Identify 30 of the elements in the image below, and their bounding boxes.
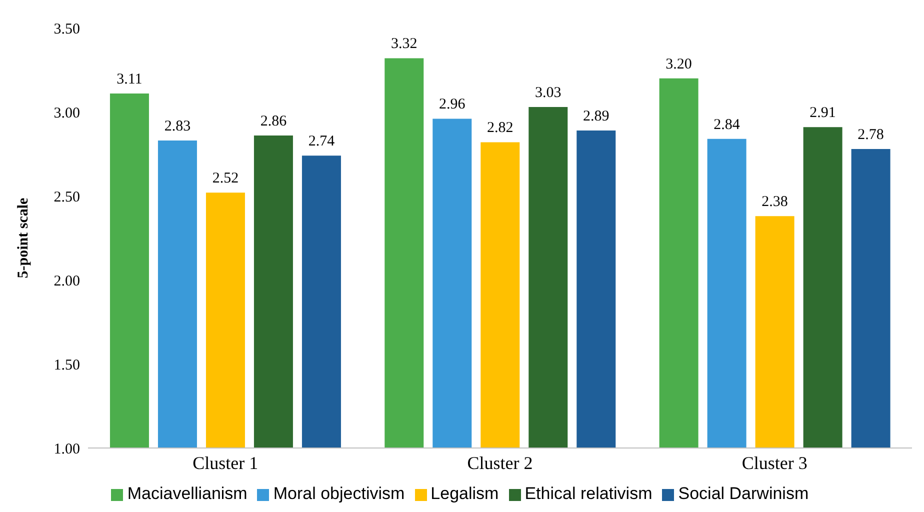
y-tick-label: 3.00 bbox=[54, 105, 80, 122]
data-label: 2.78 bbox=[858, 126, 884, 143]
data-label: 2.83 bbox=[164, 118, 191, 135]
data-label: 2.74 bbox=[308, 134, 336, 150]
x-tick-label: Cluster 2 bbox=[467, 452, 533, 473]
data-label: 2.84 bbox=[714, 116, 740, 133]
legend-label: Maciavellianism bbox=[127, 484, 248, 503]
y-tick-label: 2.00 bbox=[54, 273, 80, 290]
legend-label: Legalism bbox=[430, 484, 499, 503]
data-label: 2.86 bbox=[260, 114, 288, 130]
y-tick-label: 1.00 bbox=[54, 441, 80, 458]
data-label: 2.89 bbox=[583, 108, 610, 124]
data-label: 2.96 bbox=[439, 96, 466, 113]
data-label: 2.52 bbox=[212, 170, 239, 187]
y-axis-title: 5-point scale bbox=[15, 197, 32, 278]
data-label: 3.32 bbox=[391, 36, 418, 52]
data-label: 2.38 bbox=[762, 194, 788, 210]
data-label: 2.82 bbox=[487, 120, 514, 136]
y-tick-label: 2.50 bbox=[54, 189, 80, 206]
y-tick-label: 3.50 bbox=[54, 21, 80, 38]
legend-label: Moral objectivism bbox=[273, 484, 405, 503]
data-label: 3.20 bbox=[666, 56, 692, 72]
data-label: 3.11 bbox=[116, 72, 142, 88]
x-tick-label: Cluster 3 bbox=[742, 452, 808, 473]
legend-label: Social Darwinism bbox=[678, 484, 809, 503]
data-label: 3.03 bbox=[535, 84, 562, 101]
y-tick-label: 1.50 bbox=[54, 357, 80, 374]
legend-label: Ethical relativism bbox=[524, 484, 652, 503]
data-label: 2.91 bbox=[810, 105, 836, 122]
x-tick-label: Cluster 1 bbox=[192, 452, 258, 473]
